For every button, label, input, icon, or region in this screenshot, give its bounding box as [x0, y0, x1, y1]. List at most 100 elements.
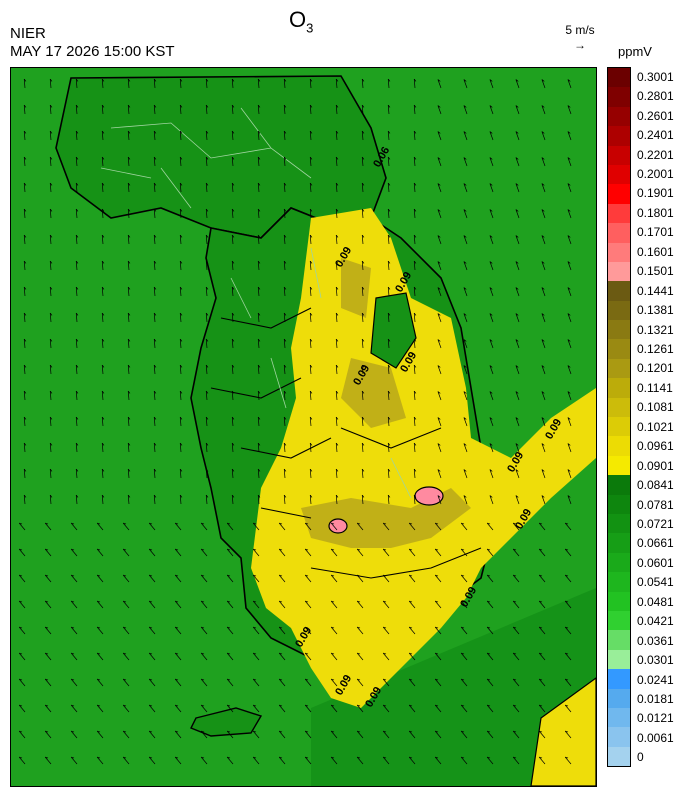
- wind-arrow: [437, 183, 442, 193]
- wind-arrow-head: [437, 313, 441, 316]
- wind-arrow: [489, 443, 494, 453]
- wind-arrow-head: [205, 208, 209, 212]
- wind-arrow: [278, 730, 286, 739]
- wind-arrow: [49, 287, 52, 297]
- wind-arrow: [205, 209, 208, 219]
- colorbar-segment: [608, 533, 630, 553]
- wind-arrow-head: [487, 704, 491, 707]
- colorbar-segment: [608, 339, 630, 359]
- wind-arrow-head: [513, 704, 517, 707]
- wind-arrow: [283, 183, 286, 193]
- wind-arrow: [309, 339, 312, 349]
- colorbar-tick-label: 0.0361: [637, 633, 674, 648]
- wind-arrow-head: [461, 756, 465, 759]
- colorbar-tick-label: 0.1141: [637, 380, 673, 395]
- wind-arrow: [541, 417, 546, 427]
- wind-arrow-head: [201, 678, 205, 681]
- wind-arrow-head: [437, 209, 441, 212]
- wind-arrow-head: [309, 130, 313, 134]
- wind-arrow-head: [437, 469, 441, 472]
- wind-arrow: [127, 443, 130, 453]
- wind-arrow-head: [437, 183, 441, 186]
- wind-arrow-head: [461, 652, 465, 655]
- wind-arrow-head: [149, 704, 153, 707]
- wind-arrow: [408, 626, 416, 635]
- wind-arrow: [437, 339, 442, 349]
- wind-arrow: [515, 105, 520, 115]
- wind-arrow-head: [257, 442, 261, 446]
- wind-arrow: [387, 417, 390, 427]
- wind-arrow-head: [413, 208, 417, 212]
- wind-arrow: [330, 548, 338, 557]
- wind-arrow: [101, 391, 104, 401]
- wind-arrow: [387, 391, 390, 401]
- wind-arrow: [538, 730, 546, 739]
- wind-arrow-head: [435, 652, 439, 655]
- wind-arrow-head: [409, 548, 413, 551]
- wind-arrow: [75, 235, 78, 245]
- wind-arrow-head: [357, 574, 361, 577]
- colorbar-segment: [608, 126, 630, 146]
- wind-arrow-head: [49, 442, 53, 446]
- wind-arrow-head: [45, 626, 49, 629]
- colorbar-tick-label: 0.1801: [637, 205, 674, 220]
- wind-arrow-head: [149, 730, 153, 733]
- wind-arrow: [489, 261, 494, 271]
- wind-arrow-head: [409, 600, 413, 603]
- wind-arrow-head: [49, 234, 53, 238]
- wind-arrow: [512, 704, 520, 713]
- wind-arrow: [96, 678, 104, 687]
- wind-arrow: [408, 574, 416, 583]
- wind-arrow-head: [413, 442, 417, 446]
- wind-arrow-head: [413, 338, 417, 342]
- wind-arrow: [153, 131, 156, 141]
- wind-arrow-head: [179, 78, 183, 82]
- wind-arrow-head: [101, 156, 105, 160]
- colorbar-segment: [608, 688, 630, 708]
- wind-arrow-head: [487, 600, 491, 603]
- wind-arrow: [75, 79, 78, 89]
- colorbar-segment: [608, 436, 630, 456]
- wind-arrow: [153, 417, 156, 427]
- wind-arrow-head: [205, 104, 209, 108]
- wind-arrow: [512, 678, 520, 687]
- wind-arrow-head: [49, 390, 53, 394]
- wind-arrow: [434, 548, 442, 557]
- wind-arrow-head: [331, 678, 335, 681]
- wind-arrow: [278, 704, 286, 713]
- wind-arrow-head: [127, 182, 131, 186]
- sea-shading: [311, 588, 596, 786]
- wind-arrow-head: [541, 313, 545, 316]
- wind-arrow-head: [413, 104, 417, 108]
- wind-arrow-head: [23, 286, 27, 290]
- wind-arrow-head: [383, 522, 387, 525]
- wind-arrow-head: [227, 756, 231, 759]
- wind-arrow-head: [101, 260, 105, 264]
- wind-arrow-head: [539, 574, 543, 577]
- wind-arrow-head: [101, 416, 105, 420]
- wind-arrow: [231, 157, 234, 167]
- wind-arrow-head: [127, 130, 131, 134]
- wind-arrow: [283, 209, 286, 219]
- wind-arrow: [515, 131, 520, 141]
- wind-arrow: [127, 79, 130, 89]
- wind-arrow-head: [357, 522, 361, 525]
- wind-arrow: [49, 313, 52, 323]
- wind-arrow-head: [489, 79, 493, 82]
- wind-arrow: [382, 600, 390, 609]
- wind-arrow-head: [309, 312, 313, 316]
- wind-arrow: [538, 522, 546, 531]
- wind-arrow-head: [179, 468, 183, 472]
- wind-arrow-head: [227, 704, 231, 707]
- wind-arrow: [179, 79, 182, 89]
- wind-arrow: [153, 235, 156, 245]
- wind-arrow-head: [49, 286, 53, 290]
- wind-arrow-head: [461, 704, 465, 707]
- wind-arrow: [304, 678, 312, 687]
- wind-arrow-head: [335, 312, 339, 316]
- wind-arrow-head: [201, 548, 205, 551]
- wind-arrow: [75, 157, 78, 167]
- wind-arrow-head: [437, 105, 441, 108]
- wind-arrow: [257, 209, 260, 219]
- wind-arrow: [567, 417, 572, 427]
